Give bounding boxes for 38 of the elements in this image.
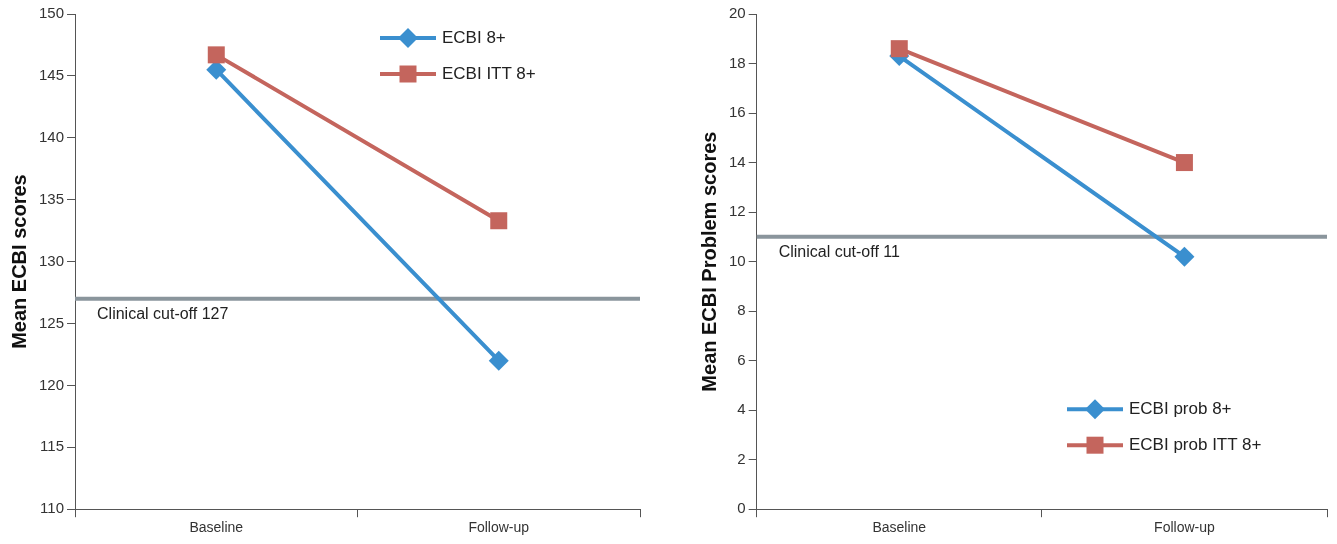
y-tick-label: 16 [729,103,746,121]
point [1175,154,1193,172]
ref-line-label: Clinical cut-off 11 [778,243,901,261]
y-axis-title: Mean ECBI scores [7,174,30,349]
legend-label: ECBI prob ITT 8+ [1129,434,1262,454]
y-tick-label: 135 [39,189,65,207]
x-tick-label: Baseline [872,519,927,536]
y-tick-label: 14 [729,152,746,170]
y-tick-label: 12 [729,202,746,220]
x-tick-label: Follow-up [1154,519,1215,536]
y-tick-label: 125 [39,313,65,331]
y-tick-label: 10 [729,251,746,269]
ref-line-label: Clinical cut-off 127 [97,305,229,323]
y-tick-label: 8 [737,301,746,319]
y-tick-label: 6 [737,350,746,368]
legend-label: ECBI ITT 8+ [442,63,536,83]
point [890,40,908,58]
y-tick-label: 110 [40,499,65,517]
y-tick-label: 115 [40,437,65,455]
y-tick-label: 120 [39,375,65,393]
x-tick-label: Follow-up [468,519,530,536]
legend-label: ECBI prob 8+ [1129,398,1232,418]
y-tick-label: 140 [39,127,65,145]
y-tick-label: 150 [39,4,65,22]
y-tick-label: 2 [737,449,746,467]
y-tick-label: 4 [737,400,746,418]
point [488,350,509,371]
y-tick-label: 18 [729,53,746,71]
x-tick-label: Baseline [189,519,244,536]
y-tick-label: 0 [737,499,746,517]
legend-label: ECBI 8+ [442,27,506,47]
point [1174,246,1195,267]
point [207,46,225,64]
point [490,212,508,230]
y-tick-label: 130 [39,251,65,269]
y-tick-label: 145 [39,66,65,84]
y-axis-title: Mean ECBI Problem scores [697,131,720,392]
y-tick-label: 20 [729,4,746,22]
